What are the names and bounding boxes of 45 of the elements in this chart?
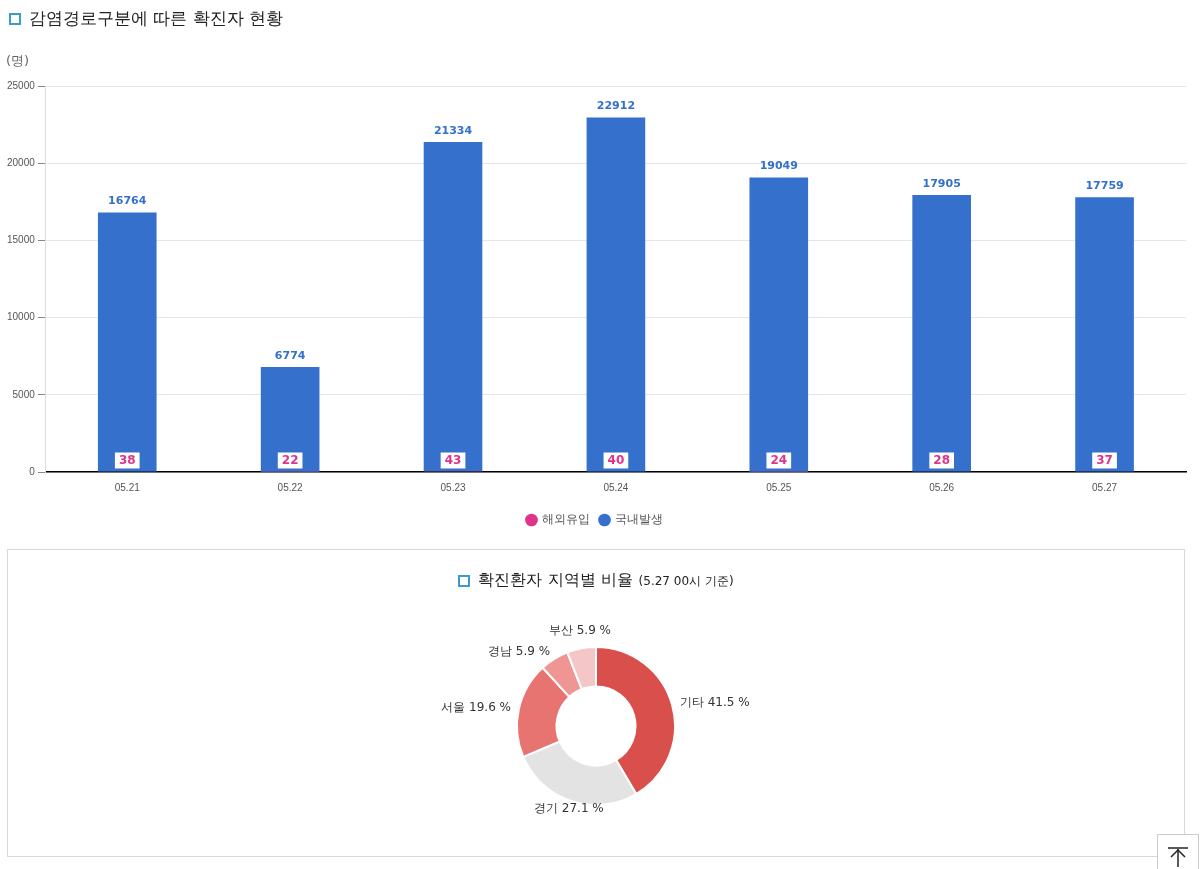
bar [260, 367, 320, 472]
x-tick-label: 05.25 [766, 481, 792, 493]
x-tick-label: 05.22 [277, 481, 304, 493]
data-label: 38 [118, 452, 136, 467]
data-label: 19049 [759, 159, 798, 173]
data-label: 43 [444, 452, 462, 467]
data-label: 17759 [1085, 179, 1124, 193]
chart-subtitle: (5.27 00시 기준) [638, 574, 734, 588]
slice-label: 부산 5.9 % [548, 622, 612, 637]
bar [586, 117, 646, 472]
chart-title: 확진환자 지역별 비율 [478, 570, 633, 589]
data-label: 6774 [274, 348, 306, 362]
y-axis-title: (명) [6, 52, 30, 70]
y-tick-label: 0 [29, 465, 36, 477]
legend-label: 국내발생 [615, 512, 663, 527]
y-tick-label: 15000 [7, 234, 36, 246]
bar [749, 177, 809, 472]
y-tick-label: 25000 [7, 79, 36, 91]
bar [423, 141, 483, 472]
legend-label: 해외유입 [542, 512, 590, 527]
data-label: 21334 [433, 123, 473, 137]
slice-label: 기타 41.5 % [679, 695, 750, 710]
slice-label: 경기 27.1 % [533, 800, 604, 815]
x-tick-label: 05.23 [440, 481, 466, 493]
data-label: 24 [770, 452, 788, 467]
y-tick-label: 5000 [12, 388, 36, 400]
data-label: 40 [607, 452, 625, 467]
data-label: 22 [281, 452, 299, 467]
x-tick-label: 05.24 [603, 481, 629, 493]
x-tick-label: 05.27 [1092, 481, 1118, 493]
y-tick-label: 20000 [7, 156, 36, 168]
bar [912, 195, 971, 472]
y-tick-label: 10000 [7, 311, 36, 323]
data-label: 16764 [108, 194, 147, 208]
data-label: 37 [1096, 452, 1113, 467]
slice-label: 서울 19.6 % [441, 699, 511, 714]
chart-title: 감염경로구분에 따른 확진자 현황 [29, 8, 284, 28]
x-tick-label: 05.26 [929, 481, 955, 493]
bar [1075, 197, 1134, 472]
slice-label: 경남 5.9 % [487, 644, 551, 659]
data-label: 22912 [596, 99, 636, 113]
bar [97, 212, 157, 472]
x-tick-label: 05.21 [114, 481, 141, 493]
data-label: 17905 [922, 176, 961, 190]
data-label: 28 [933, 452, 951, 467]
